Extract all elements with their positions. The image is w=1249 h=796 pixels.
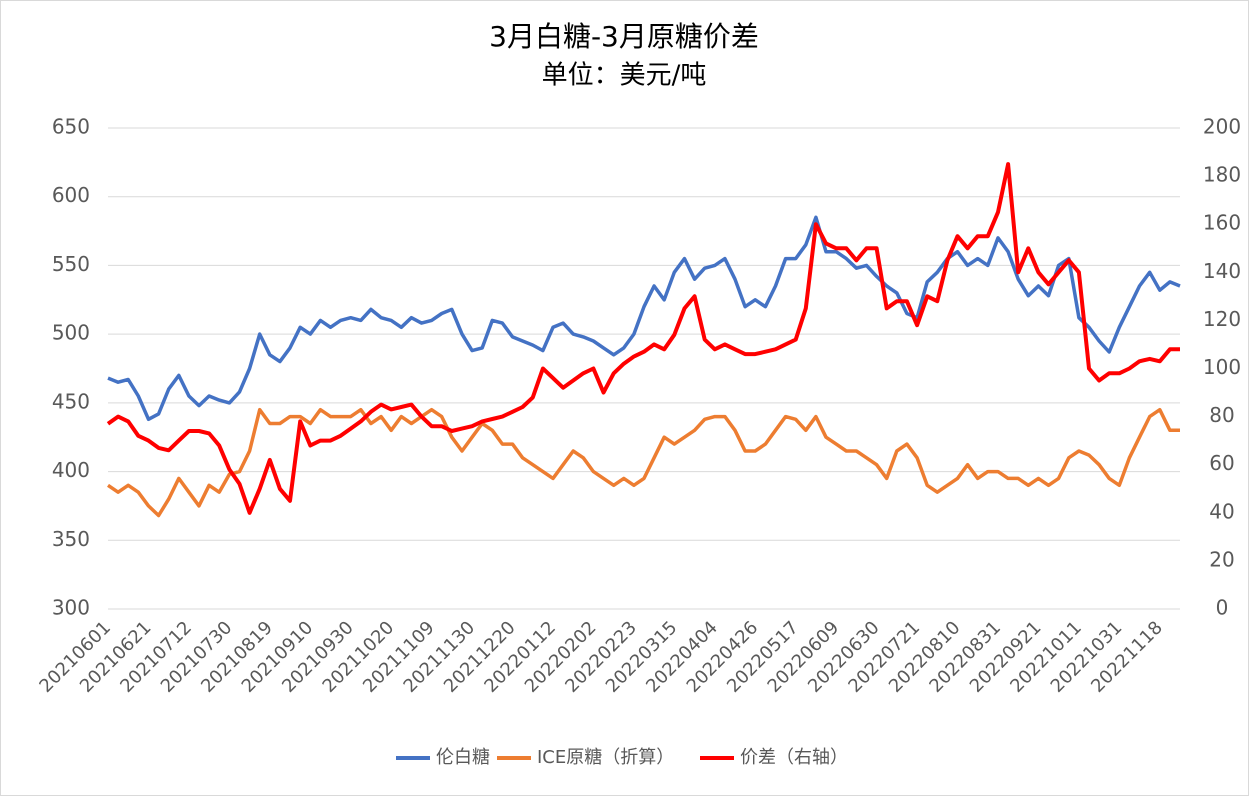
y2-tick-label: 120 <box>1203 307 1241 331</box>
legend-label: 价差（右轴） <box>740 747 848 768</box>
y-tick-label: 400 <box>52 458 90 482</box>
y2-tick-label: 60 <box>1209 451 1234 475</box>
legend-label: 伦白糖 <box>436 747 490 768</box>
y2-tick-label: 0 <box>1216 596 1229 620</box>
y2-tick-label: 180 <box>1203 163 1241 187</box>
y2-tick-label: 20 <box>1209 547 1234 571</box>
y-tick-label: 450 <box>52 389 90 413</box>
y2-tick-label: 40 <box>1209 499 1234 523</box>
chart-title: 3月白糖-3月原糖价差 <box>489 20 759 53</box>
chart-subtitle: 单位：美元/吨 <box>542 61 707 91</box>
y-tick-label: 350 <box>52 527 90 551</box>
y-tick-label: 650 <box>52 115 90 139</box>
y-tick-label: 600 <box>52 183 90 207</box>
series-line <box>107 215 1181 422</box>
y2-tick-label: 100 <box>1203 355 1241 379</box>
y2-tick-label: 160 <box>1203 211 1241 235</box>
legend-label: ICE原糖（折算） <box>537 747 674 768</box>
y-tick-label: 300 <box>52 596 90 620</box>
y2-tick-label: 200 <box>1203 115 1241 139</box>
series-line <box>107 407 1180 518</box>
y-tick-label: 550 <box>52 252 90 276</box>
y-tick-label: 500 <box>52 321 90 345</box>
y2-tick-label: 80 <box>1209 403 1234 427</box>
y2-tick-label: 140 <box>1203 259 1241 283</box>
series-line <box>106 162 1180 515</box>
